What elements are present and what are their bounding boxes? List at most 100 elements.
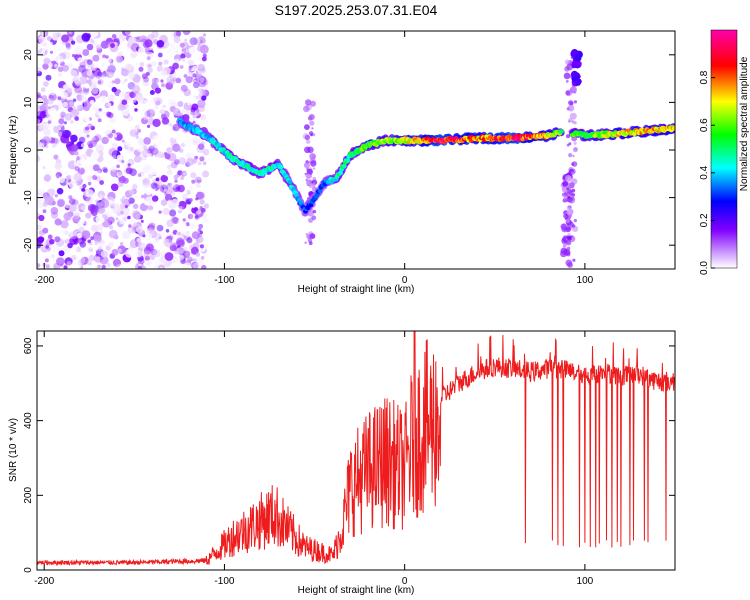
noise-speck: [47, 178, 55, 186]
noise-speck: [137, 173, 142, 177]
noise-speck: [95, 199, 99, 203]
noise-speck: [190, 172, 197, 179]
noise-speck: [183, 246, 188, 251]
noise-speck: [197, 191, 205, 200]
noise-speck: [565, 134, 571, 139]
noise-speck: [167, 199, 172, 204]
noise-speck: [174, 160, 179, 165]
noise-speck: [156, 224, 164, 232]
noise-speck: [83, 126, 91, 134]
noise-speck: [82, 49, 90, 56]
noise-speck: [117, 146, 123, 152]
noise-speck: [133, 194, 139, 200]
noise-speck: [37, 236, 45, 243]
noise-speck: [48, 188, 55, 196]
noise-speck: [143, 115, 148, 120]
noise-speck: [105, 55, 109, 59]
noise-speck: [167, 98, 177, 107]
noise-speck: [198, 223, 204, 229]
noise-speck: [172, 123, 180, 132]
noise-speck: [566, 107, 570, 111]
noise-speck: [309, 131, 312, 135]
noise-speck: [177, 91, 182, 96]
noise-speck: [117, 248, 123, 253]
noise-speck: [144, 201, 149, 206]
noise-speck: [309, 120, 315, 126]
noise-speck: [43, 128, 51, 136]
noise-speck: [128, 72, 135, 79]
noise-speck: [566, 215, 569, 218]
noise-speck: [99, 95, 107, 103]
noise-speck: [111, 142, 118, 150]
noise-speck: [114, 78, 121, 85]
noise-speck: [76, 232, 83, 239]
noise-speck: [59, 229, 65, 235]
noise-speck: [37, 104, 42, 114]
noise-speck: [89, 87, 93, 91]
noise-speck: [561, 225, 568, 233]
noise-speck: [41, 95, 48, 101]
noise-speck: [65, 204, 69, 209]
noise-speck: [306, 173, 312, 179]
noise-speck: [72, 44, 77, 49]
colorbar-tick-label: 0.6: [699, 118, 710, 132]
noise-speck: [100, 265, 107, 269]
noise-speck: [186, 158, 195, 166]
noise-speck: [74, 166, 80, 172]
noise-speck: [563, 72, 571, 80]
noise-speck: [111, 166, 117, 172]
noise-speck: [304, 172, 307, 175]
noise-speck: [89, 99, 95, 105]
noise-speck: [46, 36, 52, 41]
noise-speck: [164, 252, 174, 261]
noise-speck: [107, 133, 113, 139]
noise-speck: [45, 195, 54, 204]
noise-speck: [68, 63, 73, 69]
noise-speck: [92, 137, 96, 141]
noise-speck: [151, 82, 159, 90]
noise-speck: [572, 258, 576, 262]
noise-speck: [72, 98, 77, 102]
noise-speck: [45, 245, 49, 249]
noise-speck: [148, 173, 154, 179]
noise-speck: [175, 31, 182, 37]
noise-speck: [151, 31, 159, 39]
noise-speck: [303, 105, 310, 113]
noise-speck: [42, 227, 49, 234]
noise-speck: [56, 187, 64, 195]
noise-speck: [137, 257, 145, 265]
noise-speck: [93, 234, 102, 243]
noise-speck: [168, 123, 173, 127]
noise-speck: [37, 199, 45, 208]
noise-speck: [37, 141, 42, 148]
noise-speck: [102, 126, 111, 135]
heatmap-x-label: Height of straight line (km): [298, 284, 415, 295]
noise-speck: [82, 64, 87, 68]
noise-speck: [87, 246, 96, 255]
x-tick-label: -100: [214, 576, 234, 587]
noise-speck: [51, 265, 57, 269]
noise-speck: [151, 77, 159, 85]
noise-speck: [116, 154, 122, 160]
noise-speck: [88, 143, 94, 149]
noise-speck: [159, 266, 164, 269]
noise-speck: [54, 236, 61, 243]
noise-speck: [154, 259, 161, 266]
noise-speck: [64, 238, 70, 244]
noise-speck: [565, 259, 573, 267]
noise-speck: [199, 198, 207, 206]
noise-speck: [122, 216, 128, 222]
noise-speck: [566, 63, 574, 71]
noise-speck: [155, 151, 163, 158]
noise-speck: [195, 241, 200, 246]
noise-speck: [60, 91, 68, 100]
noise-speck: [170, 198, 180, 208]
noise-speck: [155, 180, 163, 188]
noise-speck: [137, 47, 144, 54]
noise-speck: [571, 120, 575, 124]
noise-speck: [111, 248, 119, 256]
x-tick-label: 100: [577, 275, 594, 286]
noise-speck: [123, 144, 129, 150]
trace-cell: [338, 170, 344, 175]
noise-speck: [43, 81, 49, 87]
